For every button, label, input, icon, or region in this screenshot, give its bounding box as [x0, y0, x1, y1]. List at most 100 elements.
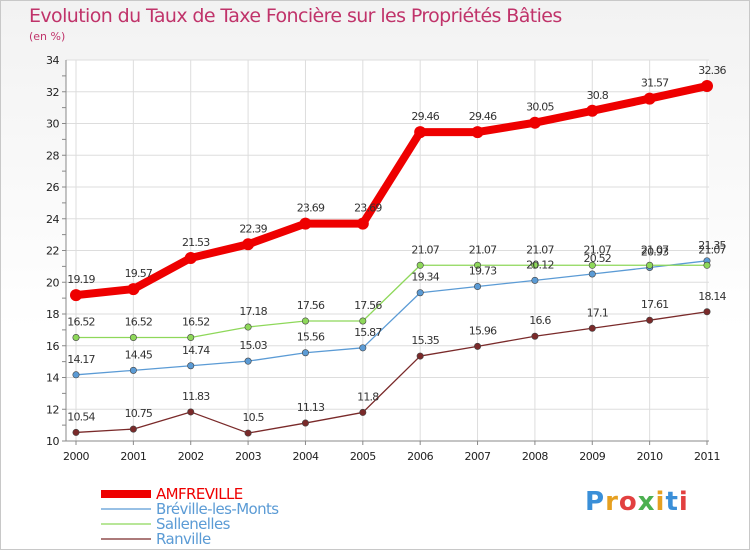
data-label: 19.19 [67, 273, 95, 286]
data-label: 19.73 [469, 265, 497, 278]
data-point [72, 371, 80, 379]
data-label: 21.07 [526, 243, 554, 256]
data-label: 14.74 [182, 344, 210, 357]
data-point [531, 276, 539, 284]
x-tick-label: 2007 [465, 450, 491, 463]
logo-letter: x [637, 487, 656, 517]
legend-label: Bréville-les-Monts [156, 500, 279, 518]
data-label: 19.34 [411, 271, 439, 284]
x-tick-label: 2006 [407, 450, 433, 463]
data-label: 21.07 [411, 243, 439, 256]
data-point [129, 366, 137, 374]
data-point [646, 261, 654, 269]
data-label: 17.56 [354, 299, 382, 312]
data-point [72, 333, 80, 341]
grid-layer [66, 59, 709, 442]
data-point [416, 261, 424, 269]
x-tick-label: 2005 [350, 450, 376, 463]
data-label: 29.46 [411, 110, 439, 123]
chart-subtitle: (en %) [29, 30, 66, 43]
data-label: 31.57 [641, 77, 669, 90]
data-point [586, 104, 599, 117]
data-label: 23.69 [297, 202, 325, 215]
x-tick-label: 2004 [292, 450, 318, 463]
data-label: 21.07 [469, 243, 497, 256]
data-point [244, 323, 252, 331]
data-label: 30.05 [526, 101, 554, 114]
data-label: 15.87 [354, 326, 382, 339]
data-label: 16.52 [182, 315, 210, 328]
data-label: 22.39 [239, 222, 267, 235]
x-tick-label: 2011 [694, 450, 720, 463]
data-label: 15.56 [297, 331, 325, 344]
data-label: 21.07 [641, 243, 669, 256]
data-label: 11.8 [357, 390, 379, 403]
data-point [588, 261, 596, 269]
data-point [242, 238, 255, 251]
data-label: 16.6 [529, 314, 551, 327]
data-label: 21.35 [698, 239, 726, 252]
data-point [127, 283, 140, 296]
data-label: 15.03 [239, 339, 267, 352]
y-tick-label: 32 [46, 86, 59, 99]
series-line-0 [75, 82, 708, 300]
data-point [474, 261, 482, 269]
y-tick-label: 34 [46, 54, 59, 67]
data-point [184, 251, 197, 264]
data-label: 30.8 [587, 89, 609, 102]
y-tick-label: 20 [46, 276, 59, 289]
series-line-2 [76, 264, 707, 339]
data-point [474, 342, 482, 350]
data-point [129, 333, 137, 341]
data-point [531, 261, 539, 269]
data-label: 16.52 [125, 315, 153, 328]
axis-layer: 10 12 14 16 18 20 22 24 26 28 30 32 34 2000 2001 2002 20… [46, 54, 721, 463]
x-tick-label: 2010 [637, 450, 663, 463]
data-point [471, 126, 484, 139]
data-point [359, 317, 367, 325]
x-tick-label: 2003 [235, 450, 261, 463]
data-point [70, 289, 82, 302]
data-label: 17.61 [641, 298, 669, 311]
logo-letter: r [605, 487, 619, 517]
data-point [359, 344, 367, 352]
y-tick-label: 26 [46, 181, 59, 194]
data-point [416, 352, 424, 360]
data-point [646, 316, 654, 324]
logo-letter: P [585, 487, 606, 517]
data-point [588, 270, 596, 278]
data-point [414, 126, 427, 139]
data-label: 15.96 [469, 324, 497, 337]
series-line-1 [75, 260, 708, 376]
logo-letter: t [665, 487, 679, 517]
data-label: 32.36 [698, 64, 726, 77]
data-point [299, 217, 312, 230]
y-tick-label: 16 [46, 340, 59, 353]
y-tick-label: 28 [46, 149, 59, 162]
data-point [72, 428, 80, 436]
data-point [643, 92, 656, 105]
data-point [129, 425, 137, 433]
data-label: 21.07 [584, 243, 612, 256]
data-point [244, 429, 252, 437]
series-line-3 [75, 311, 708, 434]
y-tick-label: 14 [46, 372, 59, 385]
data-point [187, 362, 195, 370]
y-tick-label: 12 [46, 403, 59, 416]
data-label: 20.52 [584, 252, 612, 265]
y-tick-label: 10 [46, 435, 59, 448]
data-label: 10.54 [67, 410, 95, 423]
data-point [301, 349, 309, 357]
x-tick-label: 2002 [178, 450, 204, 463]
x-tick-label: 2000 [63, 450, 89, 463]
data-label: 21.53 [182, 236, 210, 249]
data-point [356, 217, 369, 230]
data-label: 11.13 [297, 401, 325, 414]
data-point [244, 357, 252, 365]
y-tick-label: 24 [46, 213, 59, 226]
data-point [531, 332, 539, 340]
logo-letter: i [678, 487, 689, 517]
data-point [588, 324, 596, 332]
